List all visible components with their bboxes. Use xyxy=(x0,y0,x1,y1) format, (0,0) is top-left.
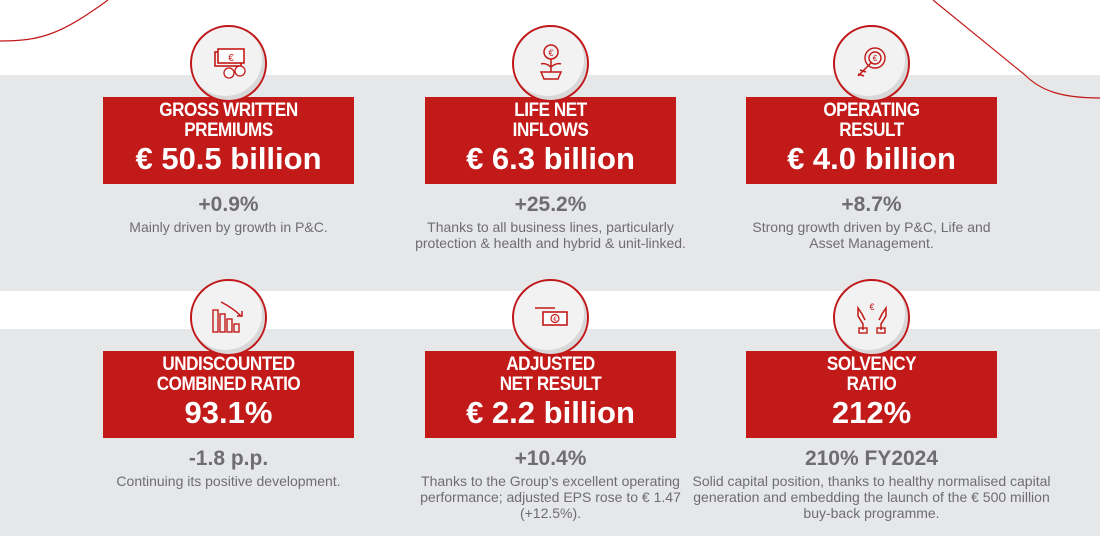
kpi-change: +0.9% xyxy=(198,193,259,216)
kpi-change: -1.8 p.p. xyxy=(188,447,269,470)
kpi-change: +25.2% xyxy=(514,193,587,216)
svg-text:€: € xyxy=(553,317,557,323)
kpi-value: € 2.2 billion xyxy=(466,395,635,430)
banknote-coins-icon: € xyxy=(213,47,246,79)
kpi-description: Thanks to the Group’s excellent operatin… xyxy=(420,473,681,521)
kpi-box: OPERATING RESULT € 4.0 billion xyxy=(746,97,997,184)
hand-banknote-icon: € xyxy=(534,306,568,326)
kpi-title-line1: UNDISCOUNTED xyxy=(162,354,295,375)
kpi-title-line2: COMBINED RATIO xyxy=(156,374,301,395)
decorative-curve-left xyxy=(0,0,109,42)
kpi-title-line2: RATIO xyxy=(846,374,897,395)
icon-badge: € xyxy=(512,279,589,356)
kpi-box: LIFE NET INFLOWS € 6.3 billion xyxy=(425,97,676,184)
icon-badge: € xyxy=(190,25,267,102)
kpi-box: SOLVENCY RATIO 212% xyxy=(746,351,997,438)
kpi-title-line2: PREMIUMS xyxy=(184,120,273,141)
kpi-value: € 50.5 billion xyxy=(135,141,322,176)
declining-bar-chart-icon xyxy=(211,300,243,333)
euro-target-arrow-icon: € xyxy=(856,46,886,77)
icon-badge: € xyxy=(512,25,589,102)
kpi-title-line2: INFLOWS xyxy=(512,120,589,141)
decorative-curve-right xyxy=(932,0,1100,99)
svg-text:€: € xyxy=(869,302,874,312)
icon-badge: € xyxy=(833,25,910,102)
kpi-title-line2: NET RESULT xyxy=(499,374,602,395)
kpi-value: € 4.0 billion xyxy=(787,141,956,176)
kpi-box: UNDISCOUNTED COMBINED RATIO 93.1% xyxy=(103,351,354,438)
kpi-title-line1: GROSS WRITTEN xyxy=(159,100,298,121)
kpi-description: Continuing its positive development. xyxy=(116,473,341,489)
kpi-value: € 6.3 billion xyxy=(466,141,635,176)
svg-text:€: € xyxy=(228,53,234,64)
kpi-box: ADJUSTED NET RESULT € 2.2 billion xyxy=(425,351,676,438)
kpi-title-line1: OPERATING xyxy=(823,100,920,121)
svg-text:€: € xyxy=(872,54,877,63)
kpi-change: +8.7% xyxy=(841,193,902,216)
kpi-title-line1: LIFE NET xyxy=(514,100,587,121)
kpi-description: Solid capital position, thanks to health… xyxy=(692,473,1051,521)
kpi-description: Thanks to all business lines, particular… xyxy=(415,219,686,251)
euro-plant-icon: € xyxy=(539,43,562,80)
svg-text:€: € xyxy=(548,48,553,58)
kpi-title-line1: ADJUSTED xyxy=(506,354,595,375)
kpi-title-line1: SOLVENCY xyxy=(826,354,917,375)
kpi-value: 212% xyxy=(831,395,912,430)
kpi-description: Strong growth driven by P&C, Life and As… xyxy=(752,219,991,251)
kpi-change: 210% FY2024 xyxy=(804,447,939,470)
kpi-description: Mainly driven by growth in P&C. xyxy=(129,219,328,235)
kpi-title-line2: RESULT xyxy=(839,120,904,141)
kpi-value: 93.1% xyxy=(184,395,273,430)
kpi-change: +10.4% xyxy=(514,447,587,470)
hands-euro-icon: € xyxy=(856,302,887,334)
icon-badge xyxy=(190,279,267,356)
icon-badge: € xyxy=(833,279,910,356)
kpi-box: GROSS WRITTEN PREMIUMS € 50.5 billion xyxy=(103,97,354,184)
